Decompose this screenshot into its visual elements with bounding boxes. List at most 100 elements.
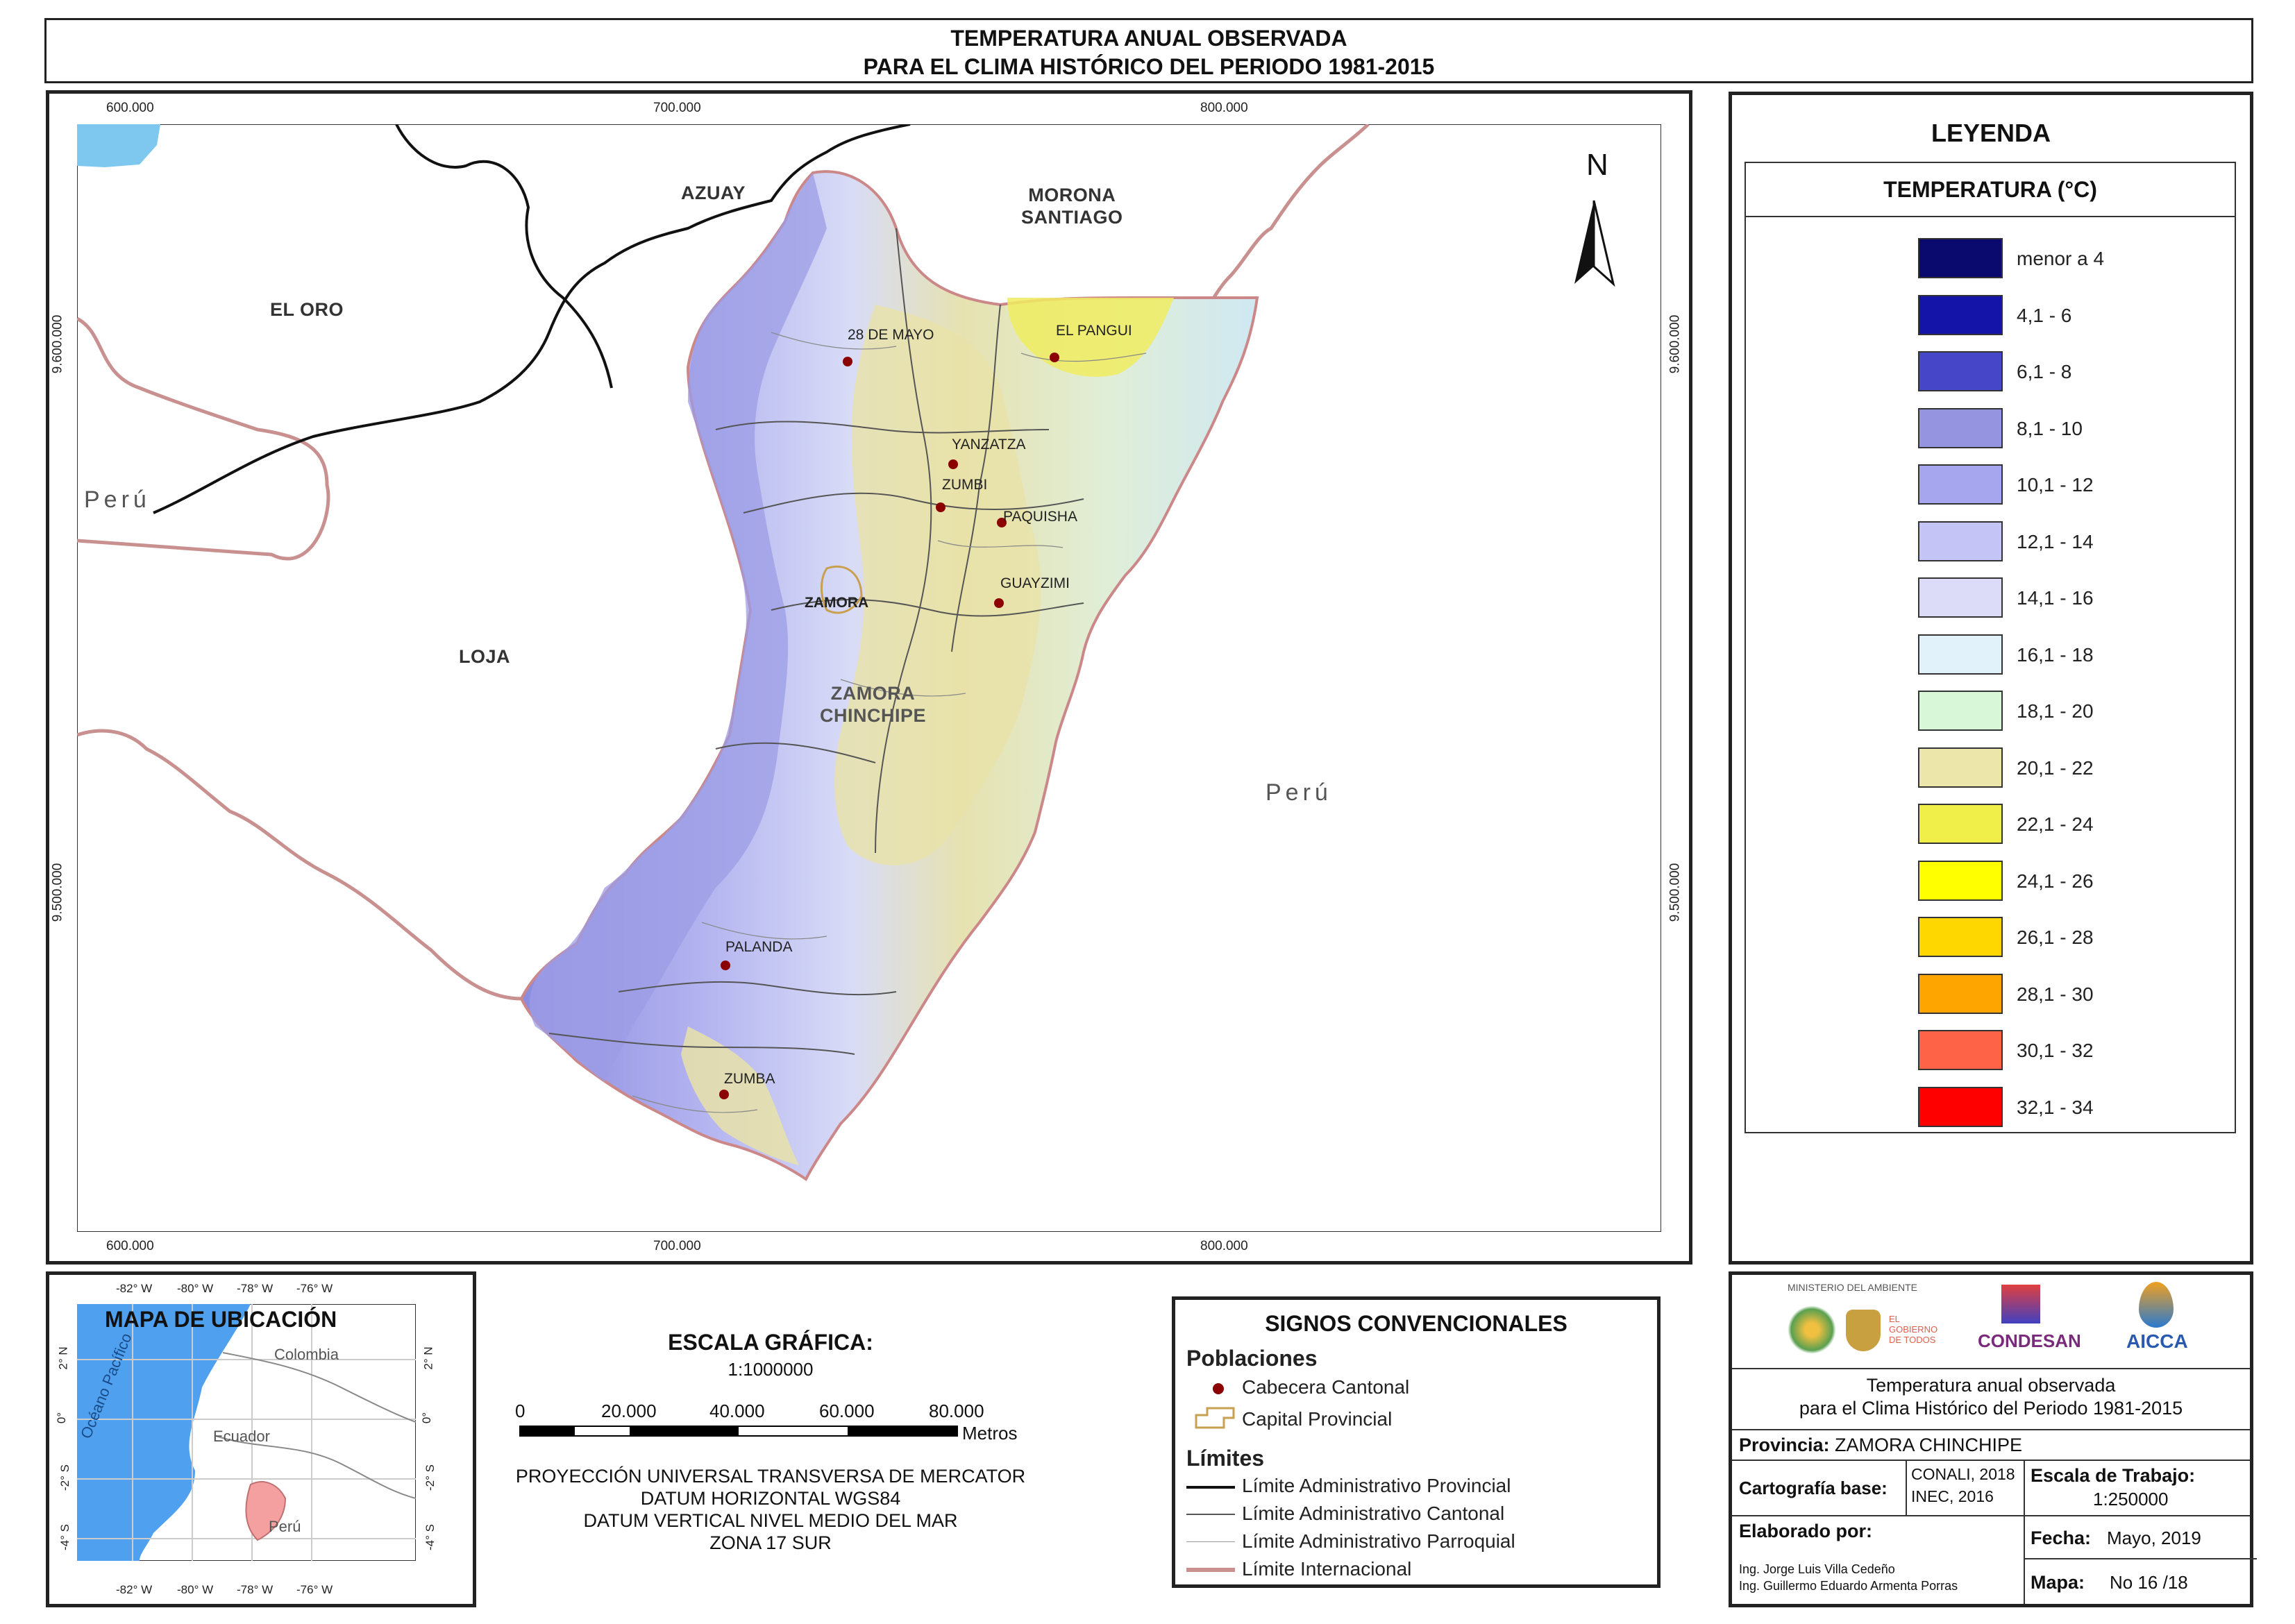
town-label-zumbi: ZUMBI — [942, 477, 988, 493]
legend-swatch — [1918, 238, 2003, 278]
town-label-paquisha: PAQUISHA — [1003, 509, 1077, 525]
signs-capital: Capital Provincial — [1242, 1408, 1393, 1430]
legend-label: 12,1 - 14 — [2017, 530, 2094, 552]
legend-frame: LEYENDA TEMPERATURA (°C) menor a 4 4,1 - … — [1729, 92, 2253, 1264]
loc-top-tick-76: -76° W — [296, 1282, 333, 1295]
y-tick-left-9600: 9.600.000 — [50, 314, 65, 374]
loc-label-peru: Perú — [269, 1518, 301, 1535]
legend-label: 20,1 - 22 — [2017, 756, 2094, 779]
legend-label: 6,1 - 8 — [2017, 361, 2072, 382]
town-label-guayzimi: GUAYZIMI — [1000, 575, 1070, 591]
province-warm-pangui — [1007, 298, 1174, 377]
scale-tick-40000: 40.000 — [709, 1401, 765, 1421]
projection-line-4: ZONA 17 SUR — [709, 1532, 832, 1553]
legend-swatch — [1918, 973, 2003, 1014]
signs-populations-heading: Poblaciones — [1186, 1346, 1318, 1371]
loc-side-right-0: 0° — [420, 1412, 434, 1424]
signs-title: SIGNOS CONVENCIONALES — [1265, 1311, 1567, 1336]
provincia-value: ZAMORA CHINCHIPE — [1835, 1435, 2023, 1455]
capital-provincial-outline — [821, 565, 863, 614]
legend-swatch — [1918, 860, 2003, 901]
province-warm-interior — [834, 305, 1041, 865]
legend-swatch — [1918, 634, 2003, 675]
legend-swatch — [1918, 1086, 2003, 1127]
x-tick-bottom-700: 700.000 — [653, 1239, 701, 1253]
loc-side-right-2s: -2° S — [423, 1464, 437, 1491]
legend-row: 6,1 - 8 — [1746, 351, 2235, 393]
mapa-value: No 16 /18 — [2110, 1572, 2188, 1593]
loc-label-ecuador: Ecuador — [213, 1428, 270, 1445]
x-tick-top-800: 800.000 — [1200, 101, 1248, 115]
cartografia-value1: CONALI, 2018 — [1911, 1465, 2015, 1483]
legend-label: 26,1 - 28 — [2017, 927, 2094, 948]
legend-label: 10,1 - 12 — [2017, 474, 2094, 496]
legend-swatch — [1918, 691, 2003, 731]
legend-swatch — [1918, 521, 2003, 561]
region-el-oro: EL ORO — [270, 299, 344, 320]
elaborado-person-2: Ing. Guillermo Eduardo Armenta Porras — [1739, 1579, 1958, 1593]
x-tick-top-600: 600.000 — [106, 101, 154, 115]
logo-aicca-icon — [2139, 1282, 2174, 1328]
projection-line-1: PROYECCIÓN UNIVERSAL TRANSVERSA DE MERCA… — [515, 1466, 1026, 1487]
info-map-title-line2: para el Clima Histórico del Periodo 1981… — [1799, 1398, 2183, 1419]
cartografia-value2: INEC, 2016 — [1911, 1487, 1994, 1505]
legend-row: 12,1 - 14 — [1746, 521, 2235, 563]
x-tick-bottom-600: 600.000 — [106, 1239, 154, 1253]
info-frame: MINISTERIO DEL AMBIENTE EL GOBIERNO DE T… — [1729, 1271, 2257, 1607]
north-label: N — [1586, 148, 1608, 182]
provincial-border-azuay — [395, 124, 613, 389]
north-arrow-icon — [1574, 200, 1615, 287]
provincia-label: Provincia: — [1739, 1435, 1830, 1455]
legend-label: 4,1 - 6 — [2017, 304, 2072, 326]
scale-unit: Metros — [962, 1423, 1018, 1444]
cabecera-dot-icon — [1213, 1383, 1224, 1394]
town-dot-palanda — [721, 961, 730, 970]
loc-bottom-tick-78: -78° W — [237, 1583, 274, 1596]
signs-limit-parr: Límite Administrativo Parroquial — [1242, 1530, 1515, 1552]
town-label-28-de-mayo: 28 DE MAYO — [848, 327, 934, 343]
info-provincia-row: Provincia: ZAMORA CHINCHIPE — [1732, 1429, 2250, 1461]
legend-row: 18,1 - 20 — [1746, 691, 2235, 732]
projection-line-3: DATUM VERTICAL NIVEL MEDIO DEL MAR — [583, 1510, 958, 1531]
legend-row: 10,1 - 12 — [1746, 464, 2235, 506]
loc-top-tick-78: -78° W — [237, 1282, 274, 1295]
provincial-border-north — [153, 124, 911, 514]
legend-label: 22,1 - 24 — [2017, 813, 2094, 835]
y-tick-left-9500: 9.500.000 — [50, 863, 65, 922]
limit-int-line — [1186, 1568, 1235, 1572]
legend-swatch — [1918, 464, 2003, 505]
location-graticule — [77, 1304, 416, 1561]
loc-side-2s: -2° S — [58, 1464, 72, 1491]
region-peru-east: Perú — [1266, 779, 1332, 806]
town-label-yanzatza: YANZATZA — [952, 437, 1026, 452]
legend-label: 16,1 - 18 — [2017, 643, 2094, 666]
legend-swatch — [1918, 351, 2003, 391]
region-azuay: AZUAY — [681, 183, 746, 203]
legend-label: 32,1 - 34 — [2017, 1096, 2094, 1118]
loc-bottom-tick-82: -82° W — [116, 1583, 153, 1596]
legend-row: 24,1 - 26 — [1746, 860, 2235, 902]
legend-inner: TEMPERATURA (°C) menor a 4 4,1 - 6 6,1 - 8… — [1745, 162, 2236, 1133]
region-loja: LOJA — [459, 646, 511, 667]
legend-row: 14,1 - 16 — [1746, 577, 2235, 619]
province-west-cold-band — [529, 173, 827, 1082]
loc-bottom-tick-80: -80° W — [177, 1583, 214, 1596]
province-warm-south — [681, 1026, 799, 1165]
main-map-frame: 600.000 700.000 800.000 600.000 700.000 … — [46, 90, 1692, 1264]
x-tick-bottom-800: 800.000 — [1200, 1239, 1248, 1253]
legend-row: 22,1 - 24 — [1746, 804, 2235, 845]
scale-tick-20000: 20.000 — [601, 1401, 657, 1421]
town-dot-zumba — [719, 1090, 729, 1099]
legend-row: 28,1 - 30 — [1746, 973, 2235, 1015]
logo-gobierno-text: EL GOBIERNO DE TODOS — [1889, 1314, 1938, 1345]
location-zamora-highlight — [245, 1481, 287, 1541]
scale-title: ESCALA GRÁFICA: — [668, 1330, 873, 1355]
legend-swatch — [1918, 407, 2003, 448]
loc-top-tick-80: -80° W — [177, 1282, 214, 1295]
loc-label-colombia: Colombia — [274, 1346, 339, 1363]
signs-limit-cant: Límite Administrativo Cantonal — [1242, 1503, 1505, 1524]
legend-label: 18,1 - 20 — [2017, 700, 2094, 722]
ocean-patch — [77, 124, 160, 167]
legend-label: menor a 4 — [2017, 248, 2105, 269]
international-border-west — [77, 316, 330, 561]
